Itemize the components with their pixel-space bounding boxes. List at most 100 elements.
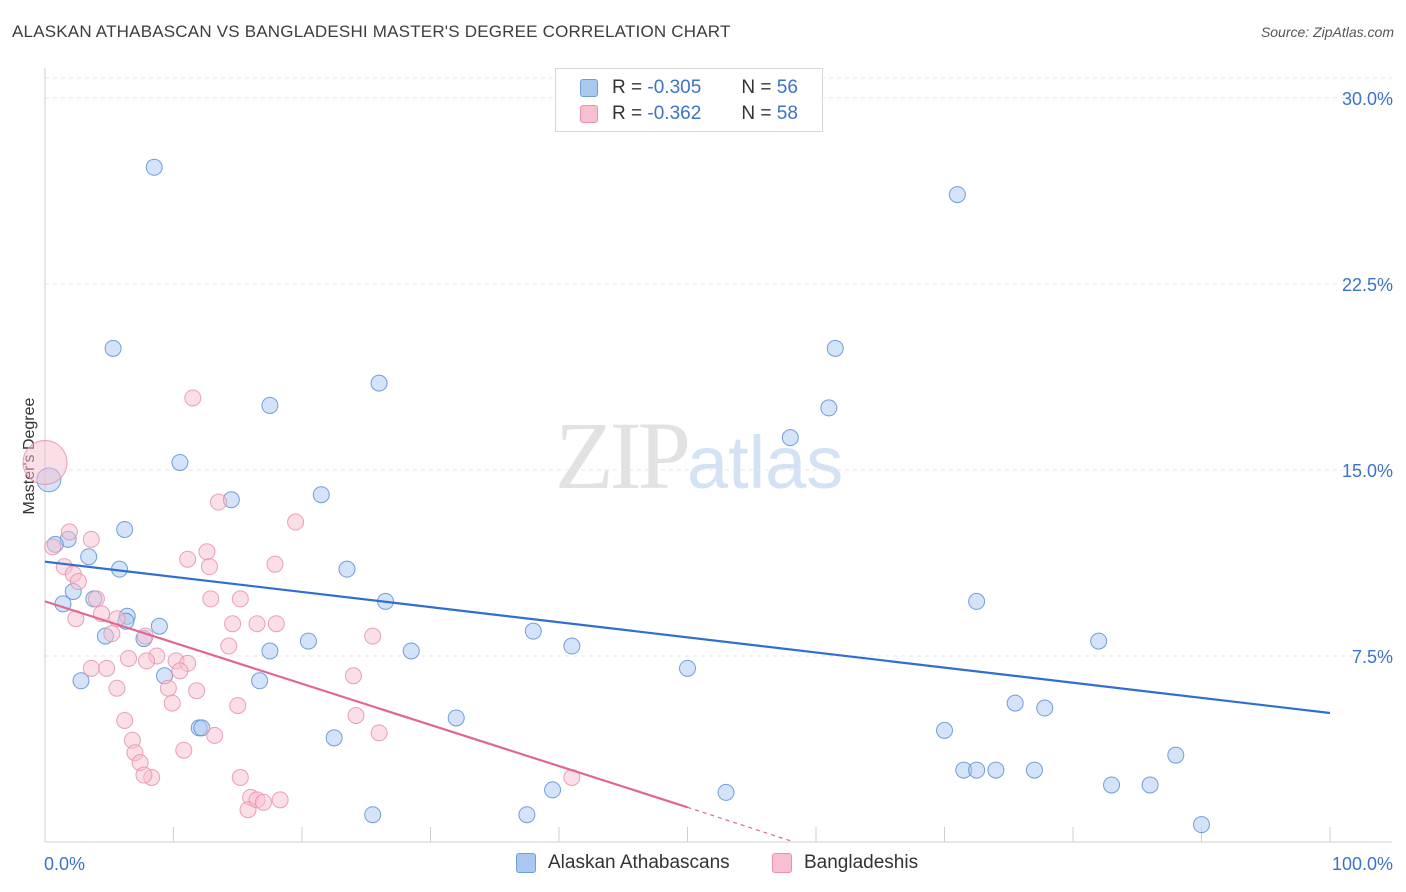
athabascan-point (679, 659, 696, 677)
bangladeshi-point (163, 694, 181, 712)
bangladeshi-point (87, 590, 105, 608)
athabascan-point (544, 781, 562, 799)
bottom-legend-bangladeshi: Bangladeshis (772, 852, 918, 874)
bottom-legend-label-bangladeshi: Bangladeshis (804, 852, 919, 873)
legend-row-bangladeshi: R = -0.362 N = 58 (580, 103, 798, 125)
athabascan-point (364, 806, 382, 824)
athabascan-point (171, 453, 189, 471)
bangladeshi-point (254, 793, 272, 811)
athabascan-point (447, 709, 465, 727)
athabascan-point (80, 548, 98, 566)
legend-r-label: R = (612, 103, 643, 124)
watermark-atlas: atlas (687, 421, 844, 504)
bangladeshi-point (347, 706, 365, 724)
bangladeshi-point (22, 439, 68, 485)
athabascan-point (261, 396, 279, 414)
bangladeshi-point (184, 389, 202, 407)
legend-n-value: 56 (776, 77, 798, 98)
bangladeshi-point (202, 590, 220, 608)
y-tick-label: 15.0% (1342, 461, 1393, 481)
bangladeshi-point (138, 652, 156, 670)
bottom-legend-athabascan: Alaskan Athabascans (516, 852, 730, 874)
bangladeshi-trend-extension (687, 806, 791, 842)
bangladeshi-point (60, 523, 78, 541)
athabascan-point (1006, 694, 1024, 712)
bangladeshi-point (370, 724, 388, 742)
x-tick-label: 100.0% (1332, 854, 1393, 874)
chart-title: ALASKAN ATHABASCAN VS BANGLADESHI MASTER… (12, 22, 731, 41)
athabascan-point (312, 486, 330, 504)
watermark: ZIPatlas (555, 400, 843, 511)
athabascan-point (987, 761, 1005, 779)
y-tick-label: 30.0% (1342, 89, 1393, 109)
athabascan-point (299, 632, 317, 650)
bangladeshi-point (108, 679, 126, 697)
y-tick-label: 7.5% (1352, 647, 1393, 667)
bangladeshi-point (287, 513, 305, 531)
bangladeshi-point (200, 558, 218, 576)
bangladeshi-point (229, 697, 247, 715)
bangladeshi-point (267, 615, 285, 633)
x-tick-label: 0.0% (44, 854, 85, 874)
source-label: Source: ZipAtlas.com (1260, 24, 1394, 40)
bangladeshi-point (135, 766, 153, 784)
athabascan-point (968, 592, 986, 610)
bangladeshi-point (98, 659, 116, 677)
bangladeshi-point (82, 530, 100, 548)
athabascan-point (1036, 699, 1054, 717)
bangladeshi-point (224, 615, 242, 633)
bangladeshi-point (206, 726, 224, 744)
legend-n-label: N = (741, 77, 772, 98)
bangladeshi-point (248, 615, 266, 633)
athabascan-point (325, 729, 343, 747)
athabascan-trend-line (44, 560, 1331, 715)
legend-swatch-bangladeshi (580, 105, 598, 123)
bangladeshi-point (364, 627, 382, 645)
athabascan-point (1025, 761, 1043, 779)
legend-r-value: -0.362 (647, 103, 702, 124)
bangladeshi-point (209, 493, 227, 511)
athabascan-point (1103, 776, 1121, 794)
bangladeshi-point (266, 555, 284, 573)
athabascan-point (826, 339, 844, 357)
athabascan-point (717, 783, 735, 801)
athabascan-point (72, 672, 90, 690)
athabascan-point (948, 186, 966, 204)
bottom-legend-label-athabascan: Alaskan Athabascans (548, 852, 730, 873)
athabascan-point (150, 617, 168, 635)
athabascan-point (116, 520, 134, 538)
bangladeshi-point (231, 769, 249, 787)
bangladeshi-point (159, 679, 177, 697)
athabascan-point (968, 761, 986, 779)
bangladeshi-point (271, 791, 289, 809)
bangladeshi-point (44, 538, 62, 556)
athabascan-point (1167, 746, 1185, 764)
athabascan-point (936, 721, 953, 739)
bangladeshi-point (179, 550, 197, 568)
legend-n-label: N = (741, 103, 772, 124)
bangladeshi-point (175, 741, 193, 759)
legend-r-label: R = (612, 77, 643, 98)
legend-r-value: -0.305 (647, 77, 702, 98)
bangladeshi-point (120, 649, 138, 667)
athabascan-point (820, 399, 838, 417)
bangladeshi-point (69, 573, 87, 591)
athabascan-point (251, 672, 269, 690)
athabascan-point (524, 622, 542, 640)
bangladeshi-trend-line (44, 600, 688, 809)
athabascan-point (402, 642, 420, 660)
watermark-zip: ZIP (555, 402, 691, 509)
athabascan-point (338, 560, 356, 578)
bangladeshi-point (231, 590, 249, 608)
y-tick-label: 22.5% (1342, 275, 1393, 295)
bangladeshi-point (103, 625, 121, 643)
legend-swatch-athabascan (580, 79, 598, 97)
legend-row-athabascan: R = -0.305 N = 56 (580, 77, 798, 99)
bangladeshi-point (82, 659, 100, 677)
athabascan-point (781, 429, 799, 447)
bangladeshi-point (171, 662, 189, 680)
bangladeshi-point (116, 711, 134, 729)
bottom-legend-swatch-athabascan (516, 853, 536, 873)
bangladeshi-point (198, 543, 216, 561)
